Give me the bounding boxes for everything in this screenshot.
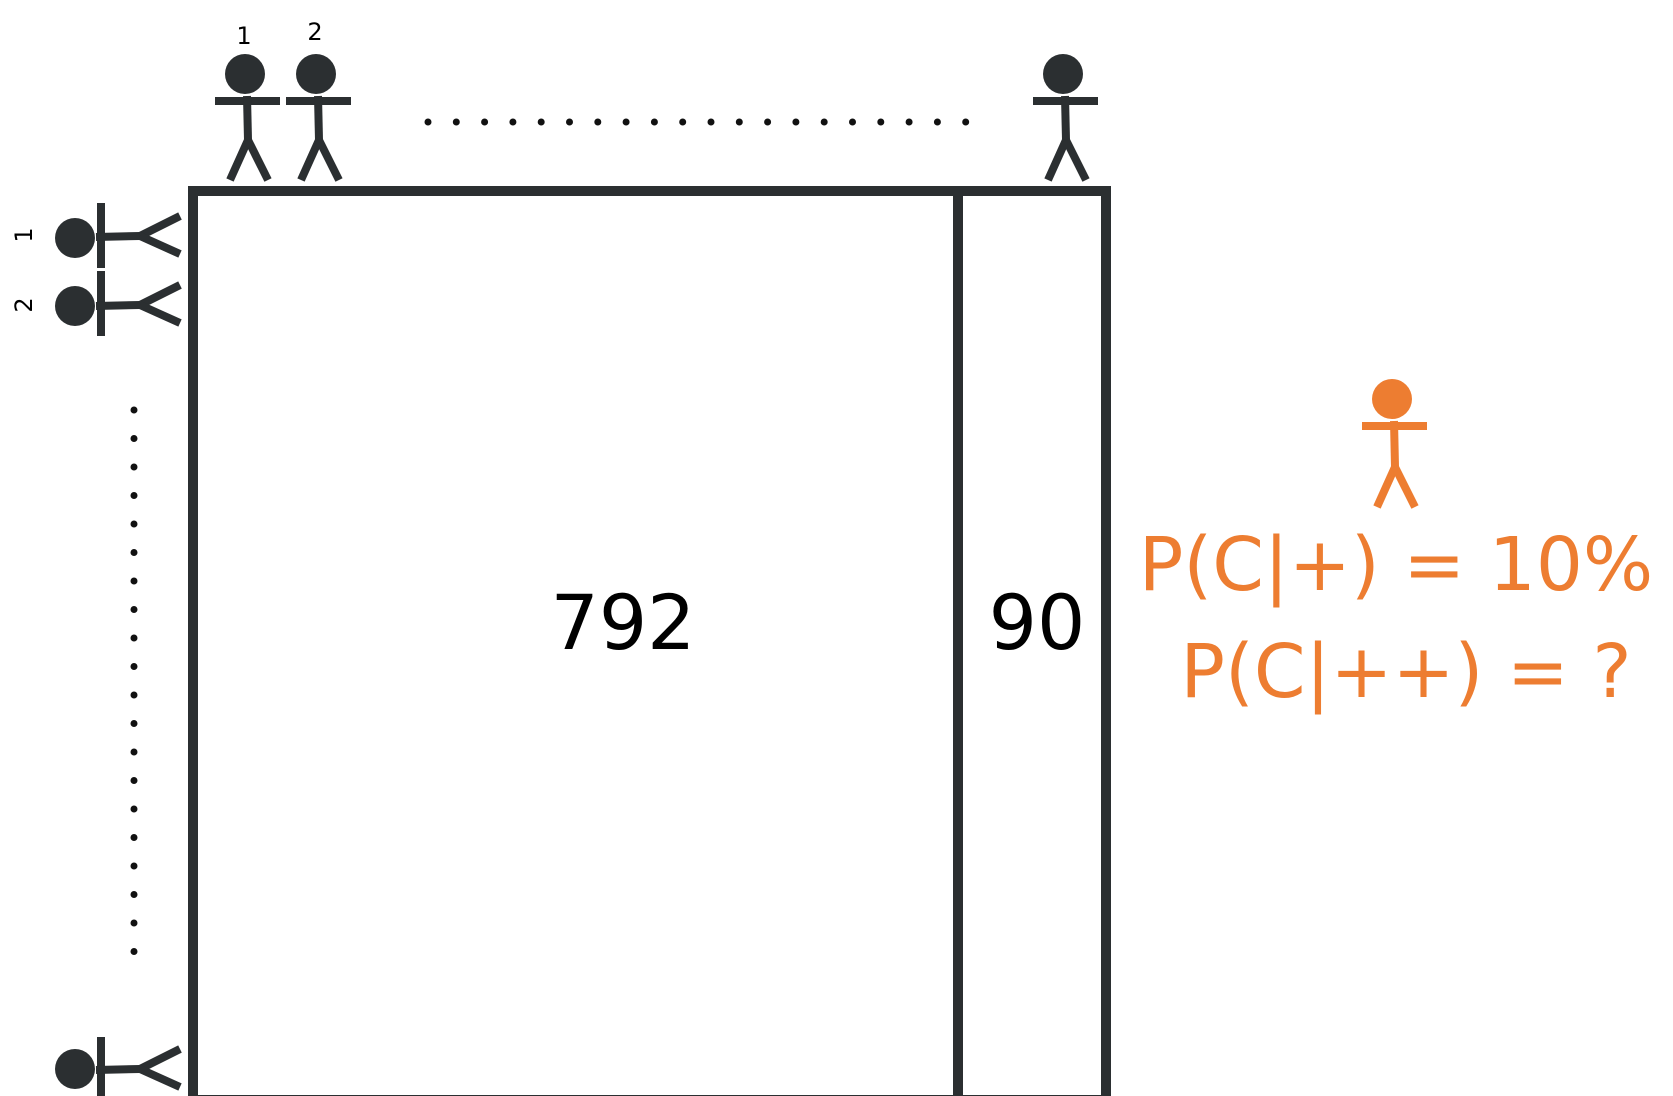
- top-person-2-index: 2: [307, 18, 322, 46]
- ellipsis-dot: [130, 577, 138, 585]
- ellipsis-dot: [130, 891, 138, 898]
- ellipsis-dot: [130, 463, 138, 471]
- ellipsis-dot: [130, 691, 138, 699]
- ellipsis-dot: [130, 492, 138, 499]
- ellipsis-dot: [764, 118, 772, 126]
- ellipsis-dot: [130, 805, 138, 813]
- ellipsis-dot: [130, 549, 138, 556]
- ellipsis-dot: [481, 118, 489, 126]
- ellipsis-dot: [849, 118, 856, 126]
- left-ellipsis: [130, 406, 138, 955]
- ellipsis-dot: [130, 919, 138, 927]
- ellipsis-dot: [905, 118, 913, 126]
- ellipsis-dot: [130, 834, 138, 841]
- ellipsis-dot: [566, 118, 573, 126]
- conditional-prob-single-positive: P(C|+) = 10%: [1139, 522, 1654, 608]
- ellipsis-dot: [509, 118, 517, 126]
- left-person-last-icon: [55, 1037, 182, 1096]
- ellipsis-dot: [962, 118, 970, 126]
- ellipsis-dot: [707, 118, 715, 126]
- ellipsis-dot: [933, 118, 941, 126]
- ellipsis-dot: [679, 118, 687, 126]
- highlight-person-icon: [1362, 379, 1427, 509]
- ellipsis-dot: [130, 406, 138, 414]
- ellipsis-dot: [877, 118, 885, 126]
- ellipsis-dot: [622, 118, 630, 126]
- left-person-2-index: 2: [10, 297, 38, 312]
- ellipsis-dot: [594, 118, 602, 126]
- ellipsis-dot: [452, 118, 460, 126]
- ellipsis-dot: [650, 118, 658, 126]
- big-cell-count: 792: [550, 578, 695, 667]
- small-cell-count: 90: [989, 578, 1086, 667]
- ellipsis-dot: [130, 777, 138, 784]
- ellipsis-dot: [424, 118, 432, 126]
- top-person-2-icon: [286, 54, 351, 182]
- ellipsis-dot: [130, 435, 138, 442]
- ellipsis-dot: [792, 118, 800, 126]
- ellipsis-dot: [130, 663, 138, 670]
- top-ellipsis: [424, 118, 970, 126]
- ellipsis-dot: [820, 118, 828, 126]
- left-person-1-icon: [55, 203, 182, 268]
- top-person-1-icon: [215, 54, 280, 182]
- population-grid-box: [188, 186, 1111, 1096]
- ellipsis-dot: [130, 862, 138, 870]
- ellipsis-dot: [130, 720, 138, 727]
- ellipsis-dot: [130, 606, 138, 613]
- ellipsis-dot: [130, 520, 138, 528]
- ellipsis-dot: [735, 118, 743, 126]
- conditional-prob-double-positive: P(C|++) = ?: [1180, 629, 1631, 715]
- ellipsis-dot: [130, 948, 138, 955]
- ellipsis-dot: [130, 748, 138, 756]
- left-person-1-index: 1: [10, 227, 38, 242]
- top-person-last-icon: [1033, 54, 1098, 182]
- ellipsis-dot: [537, 118, 545, 126]
- top-person-1-index: 1: [236, 22, 251, 50]
- ellipsis-dot: [130, 634, 138, 642]
- left-person-2-icon: [55, 271, 182, 336]
